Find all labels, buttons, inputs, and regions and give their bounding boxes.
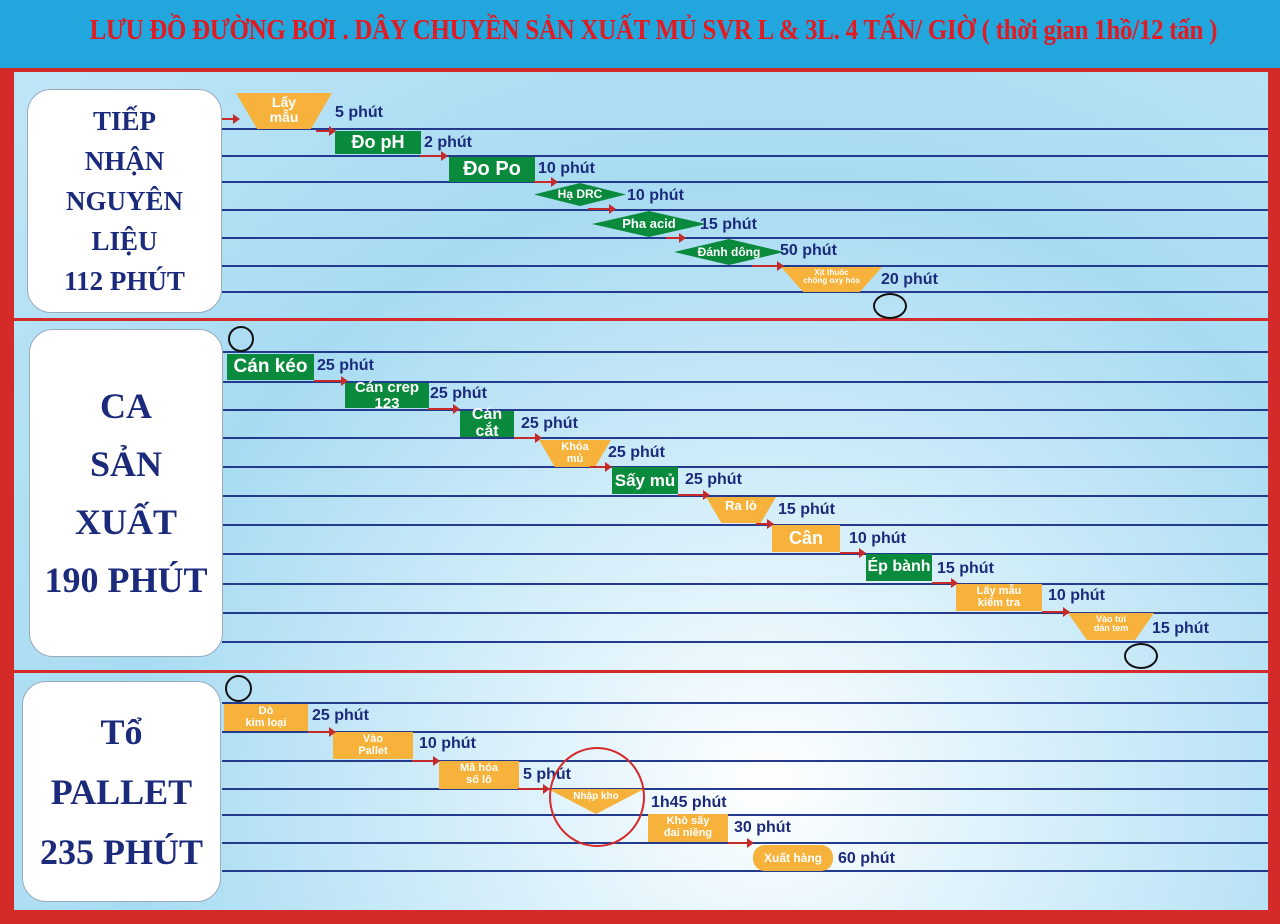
start-marker-circle <box>228 326 254 352</box>
step-duration: 60 phút <box>838 850 895 867</box>
row-line <box>222 437 1268 439</box>
flow-arrow <box>590 462 612 472</box>
row-line <box>222 265 1268 267</box>
step-say-mu: Sấy mủ <box>612 467 678 494</box>
flow-arrow <box>840 548 866 558</box>
step-duration: 1h45 phút <box>651 794 727 811</box>
row-line <box>222 128 1268 130</box>
row-line <box>222 788 1268 790</box>
row-line <box>222 731 1268 733</box>
row-line <box>222 524 1268 526</box>
flow-arrow <box>534 177 558 187</box>
flow-arrow <box>222 114 240 124</box>
step-duration: 15 phút <box>700 216 757 233</box>
page-title: LƯU ĐỒ ĐƯỜNG BƠI . DÂY CHUYỀN SẢN XUẤT M… <box>89 14 1218 46</box>
row-line <box>222 381 1268 383</box>
step-do-po: Đo Po <box>449 157 535 182</box>
flow-arrow <box>420 151 448 161</box>
step-lay-mau-kiem-tra: Lấy mẫu kiểm tra <box>956 584 1042 611</box>
row-line <box>222 466 1268 468</box>
highlight-circle <box>549 747 645 847</box>
flow-arrow <box>514 433 542 443</box>
row-line <box>222 351 1268 353</box>
flow-arrow <box>666 233 686 243</box>
row-line <box>222 291 1268 293</box>
flow-arrow <box>316 126 336 136</box>
step-duration: 50 phút <box>780 242 837 259</box>
flow-arrow <box>588 204 616 214</box>
flow-arrow <box>314 376 348 386</box>
start-marker-circle <box>225 675 252 702</box>
step-duration: 25 phút <box>685 471 742 488</box>
step-duration: 15 phút <box>778 501 835 518</box>
step-duration: 10 phút <box>849 530 906 547</box>
flow-arrow <box>756 519 774 529</box>
title-bar <box>0 0 1280 68</box>
step-duration: 20 phút <box>881 271 938 288</box>
row-line <box>222 641 1268 643</box>
step-can-cat: Cán cắt <box>460 406 514 440</box>
row-line <box>222 612 1268 614</box>
step-kho-say: Khò sấy đai niềng <box>648 814 728 842</box>
row-line <box>222 760 1268 762</box>
step-can-crep: Cán crep 123 <box>345 379 429 411</box>
flow-arrow <box>728 838 754 848</box>
step-duration: 15 phút <box>1152 620 1209 637</box>
row-line <box>222 237 1268 239</box>
row-line <box>222 814 1268 816</box>
step-lay-mau: Lấy mẫu <box>236 93 332 129</box>
step-duration: 2 phút <box>424 134 472 151</box>
row-line <box>222 495 1268 497</box>
flow-arrow <box>752 261 784 271</box>
step-ha-drc: Hạ DRC <box>534 183 626 206</box>
row-line <box>222 553 1268 555</box>
step-duration: 25 phút <box>317 357 374 374</box>
step-duration: 5 phút <box>335 104 383 121</box>
stage-label-reception: TIẾP NHẬN NGUYÊN LIỆU 112 PHÚT <box>27 89 222 313</box>
step-duration: 25 phút <box>521 415 578 432</box>
step-xuat-hang: Xuất hàng <box>753 845 833 871</box>
stage-separator <box>14 318 1268 321</box>
row-line <box>222 870 1268 872</box>
flow-arrow <box>932 578 958 588</box>
flow-arrow <box>428 404 460 414</box>
row-line <box>222 209 1268 211</box>
end-marker-circle <box>873 293 907 319</box>
step-duration: 25 phút <box>312 707 369 724</box>
stage-label-production: CA SẢN XUẤT 190 PHÚT <box>29 329 223 657</box>
flow-arrow <box>308 727 336 737</box>
row-line <box>222 409 1268 411</box>
flow-arrow <box>1042 607 1070 617</box>
step-duration: 15 phút <box>937 560 994 577</box>
end-marker-circle <box>1124 643 1158 669</box>
step-do-ph: Đo pH <box>335 131 421 154</box>
step-duration: 10 phút <box>1048 587 1105 604</box>
row-line <box>222 155 1268 157</box>
step-duration: 30 phút <box>734 819 791 836</box>
step-vao-pallet: Vào Pallet <box>333 732 413 759</box>
step-duration: 25 phút <box>608 444 665 461</box>
row-line <box>222 181 1268 183</box>
stage-separator <box>14 670 1268 673</box>
step-ep-banh: Ép bành <box>866 554 932 581</box>
step-duration: 10 phút <box>419 735 476 752</box>
flow-arrow <box>678 490 710 500</box>
row-line <box>222 583 1268 585</box>
step-can-keo: Cán kéo <box>227 354 314 380</box>
step-duration: 10 phút <box>538 160 595 177</box>
flow-arrow <box>518 784 550 794</box>
step-do-kim-loai: Dò kim loại <box>224 704 308 731</box>
step-ma-hoa-so-lo: Mã hóa số lô <box>439 761 519 789</box>
step-can: Cân <box>772 525 840 552</box>
stage-label-pallet: Tổ PALLET 235 PHÚT <box>22 681 221 902</box>
step-duration: 10 phút <box>627 187 684 204</box>
step-duration: 25 phút <box>430 385 487 402</box>
flow-arrow <box>412 756 440 766</box>
row-line <box>222 702 1268 704</box>
